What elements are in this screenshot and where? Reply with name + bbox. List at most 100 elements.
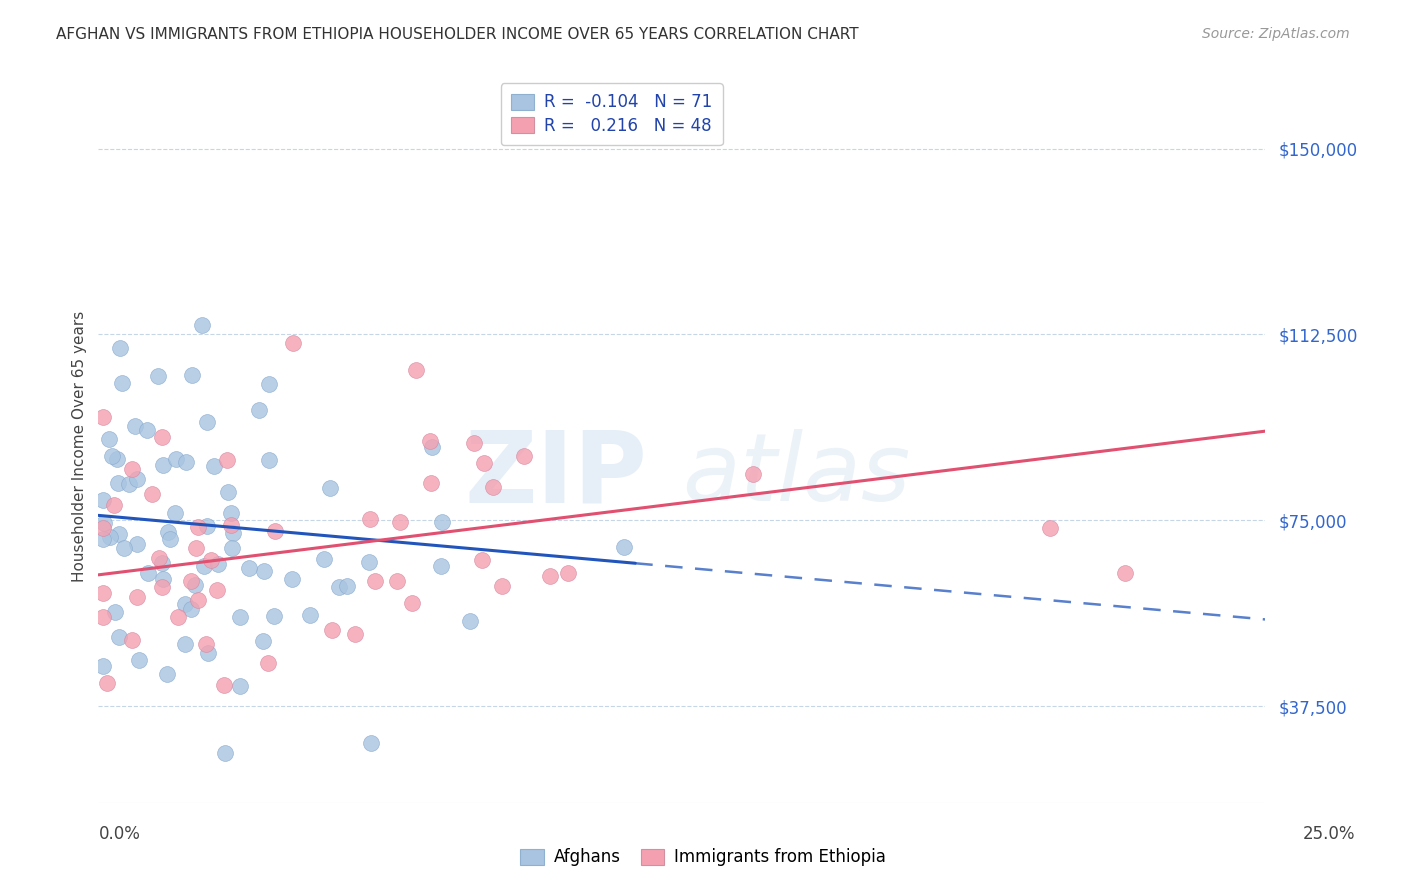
Point bbox=[136, 566, 159, 581]
Point bbox=[165, 506, 187, 520]
Legend: R =  -0.104   N = 71, R =   0.216   N = 48: R = -0.104 N = 71, R = 0.216 N = 48 bbox=[501, 83, 723, 145]
Point bbox=[204, 459, 226, 474]
Point bbox=[121, 462, 143, 476]
Point bbox=[281, 335, 304, 350]
Point bbox=[159, 532, 181, 546]
Point bbox=[91, 493, 114, 508]
Point bbox=[298, 608, 321, 623]
Point bbox=[127, 472, 149, 486]
Point bbox=[150, 430, 173, 444]
Point bbox=[91, 658, 114, 673]
Point bbox=[184, 541, 207, 555]
Point bbox=[141, 487, 163, 501]
Point bbox=[229, 610, 252, 624]
Point bbox=[187, 520, 209, 534]
Point bbox=[319, 481, 342, 495]
Text: Source: ZipAtlas.com: Source: ZipAtlas.com bbox=[1202, 27, 1350, 41]
Text: ZIP: ZIP bbox=[464, 426, 647, 523]
Point bbox=[96, 676, 118, 690]
Point bbox=[385, 574, 408, 588]
Point bbox=[557, 566, 579, 580]
Point bbox=[221, 541, 243, 556]
Point bbox=[184, 578, 207, 592]
Point bbox=[422, 440, 444, 454]
Point bbox=[101, 449, 124, 463]
Point bbox=[458, 614, 481, 628]
Point bbox=[180, 602, 202, 616]
Point bbox=[107, 475, 129, 490]
Point bbox=[281, 572, 304, 586]
Point bbox=[136, 424, 159, 438]
Point bbox=[93, 586, 115, 600]
Point bbox=[197, 646, 219, 660]
Text: 25.0%: 25.0% bbox=[1302, 825, 1355, 843]
Text: 0.0%: 0.0% bbox=[98, 825, 141, 843]
Point bbox=[430, 516, 453, 530]
Point bbox=[229, 679, 252, 693]
Point bbox=[253, 564, 276, 578]
Point bbox=[491, 579, 513, 593]
Point bbox=[742, 467, 765, 481]
Point bbox=[180, 368, 202, 383]
Point bbox=[401, 596, 423, 610]
Point bbox=[156, 524, 179, 539]
Point bbox=[91, 609, 114, 624]
Point bbox=[127, 537, 149, 551]
Point bbox=[247, 402, 270, 417]
Point bbox=[263, 524, 285, 539]
Point bbox=[512, 449, 534, 463]
Point bbox=[419, 434, 441, 448]
Point bbox=[103, 499, 125, 513]
Point bbox=[93, 516, 115, 531]
Point bbox=[187, 593, 209, 607]
Point bbox=[195, 518, 218, 533]
Point bbox=[156, 666, 179, 681]
Point bbox=[194, 637, 217, 651]
Point bbox=[257, 376, 280, 391]
Y-axis label: Householder Income Over 65 years: Householder Income Over 65 years bbox=[72, 310, 87, 582]
Text: atlas: atlas bbox=[682, 429, 910, 520]
Point bbox=[107, 630, 129, 644]
Point bbox=[238, 561, 260, 575]
Point bbox=[150, 581, 173, 595]
Point bbox=[481, 480, 503, 494]
Point bbox=[215, 453, 238, 467]
Point bbox=[124, 419, 146, 434]
Point bbox=[97, 432, 120, 446]
Point bbox=[146, 368, 169, 383]
Point bbox=[613, 541, 636, 555]
Point bbox=[389, 515, 412, 529]
Point bbox=[257, 656, 280, 670]
Point bbox=[363, 574, 385, 588]
Point bbox=[419, 475, 441, 490]
Point bbox=[1038, 521, 1060, 535]
Point bbox=[166, 610, 188, 624]
Point bbox=[360, 736, 382, 750]
Point bbox=[328, 580, 350, 594]
Point bbox=[471, 553, 494, 567]
Point bbox=[128, 653, 150, 667]
Point bbox=[105, 451, 128, 466]
Point bbox=[195, 415, 218, 429]
Text: AFGHAN VS IMMIGRANTS FROM ETHIOPIA HOUSEHOLDER INCOME OVER 65 YEARS CORRELATION : AFGHAN VS IMMIGRANTS FROM ETHIOPIA HOUSE… bbox=[56, 27, 859, 42]
Point bbox=[222, 525, 245, 540]
Point bbox=[98, 530, 121, 544]
Point bbox=[344, 627, 367, 641]
Point bbox=[150, 556, 173, 570]
Point bbox=[91, 410, 114, 425]
Point bbox=[200, 552, 222, 566]
Point bbox=[538, 569, 561, 583]
Point bbox=[430, 559, 453, 574]
Point bbox=[214, 678, 236, 692]
Point bbox=[118, 477, 141, 491]
Point bbox=[321, 624, 343, 638]
Point bbox=[252, 634, 274, 648]
Point bbox=[174, 455, 197, 469]
Point bbox=[405, 363, 427, 377]
Point bbox=[257, 453, 280, 467]
Point bbox=[173, 638, 195, 652]
Point bbox=[207, 557, 229, 571]
Point bbox=[190, 318, 212, 332]
Point bbox=[148, 551, 170, 566]
Point bbox=[91, 532, 114, 546]
